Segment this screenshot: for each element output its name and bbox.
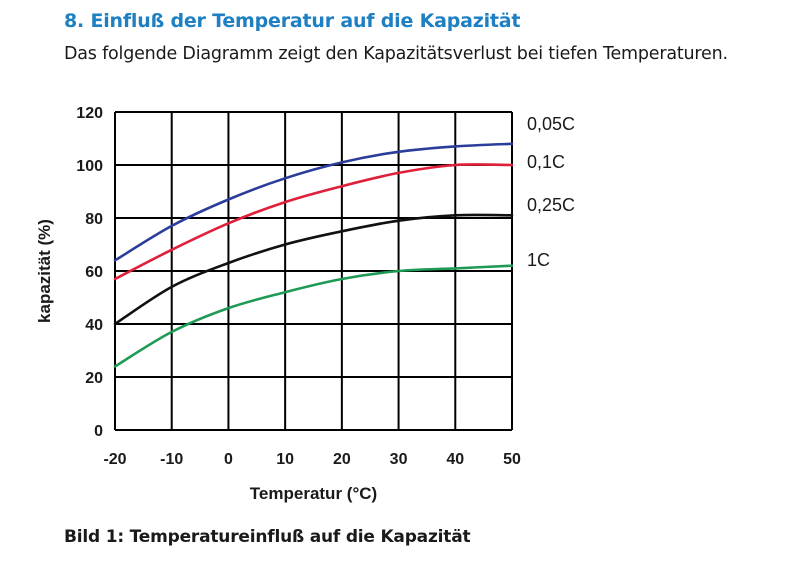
y-axis-title: kapazität (%) [35,219,54,323]
x-tick-label: -10 [160,451,183,468]
x-tick-label: 50 [503,451,521,468]
y-tick-label: 40 [85,317,103,334]
section-heading: 8. Einfluß der Temperatur auf die Kapazi… [64,10,521,32]
series-label: 0,1C [527,152,565,172]
series-label: 1C [527,250,550,270]
series-line-2 [113,213,514,326]
series-line-3 [113,264,514,368]
x-axis-title: Temperatur (°C) [250,484,377,503]
y-tick-label: 20 [85,370,103,387]
x-tick-label: 30 [390,451,408,468]
x-tick-label: 10 [276,451,294,468]
x-tick-label: 40 [446,451,464,468]
chart-series-labels: 0,05C 0,1C 0,25C 1C [527,114,575,270]
x-tick-label: 0 [224,451,233,468]
y-tick-label: 60 [85,264,103,281]
x-tick-label: -20 [103,451,126,468]
series-label: 0,25C [527,195,575,215]
series-label: 0,05C [527,114,575,134]
figure-caption: Bild 1: Temperatureinfluß auf die Kapazi… [64,527,471,547]
series-line-0 [113,142,514,262]
y-tick-label: 120 [76,105,103,122]
series-line-1 [113,163,514,281]
chart-tick-labels: -20 -10 0 10 20 30 40 50 0 20 40 60 80 100 120 [76,105,521,468]
y-tick-label: 80 [85,211,103,228]
y-tick-label: 100 [76,158,103,175]
section-description: Das folgende Diagramm zeigt den Kapazitä… [64,44,728,64]
chart-curves [113,142,514,368]
chart-grid [114,111,513,431]
x-tick-label: 20 [333,451,351,468]
y-tick-label: 0 [94,423,103,440]
